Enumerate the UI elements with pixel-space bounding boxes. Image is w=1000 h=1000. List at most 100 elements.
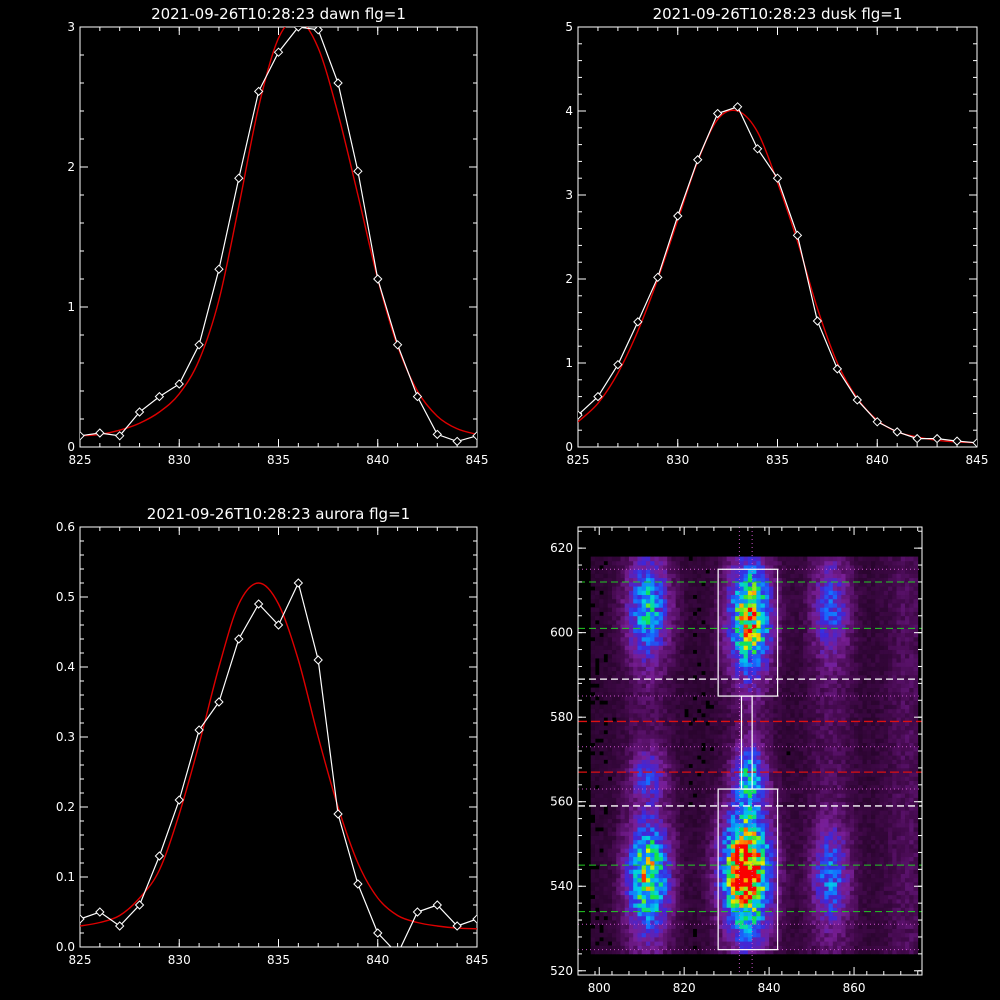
heatmap-cell bbox=[620, 869, 626, 874]
heatmap-cell bbox=[718, 860, 723, 866]
heatmap-cell bbox=[658, 751, 664, 756]
heatmap-cell bbox=[726, 941, 732, 946]
heatmap-cell bbox=[696, 581, 702, 587]
heatmap-cell bbox=[637, 632, 643, 638]
heatmap-cell bbox=[594, 818, 600, 824]
heatmap-cell bbox=[769, 674, 774, 680]
heatmap-cell bbox=[688, 658, 694, 663]
heatmap-cell bbox=[645, 936, 651, 942]
heatmap-cell bbox=[641, 658, 647, 663]
heatmap-cell bbox=[760, 945, 766, 951]
heatmap-cell bbox=[794, 577, 800, 583]
heatmap-cell bbox=[747, 636, 753, 642]
heatmap-cell bbox=[688, 869, 694, 874]
heatmap-cell bbox=[662, 924, 668, 929]
heatmap-cell bbox=[773, 839, 779, 845]
heatmap-cell bbox=[684, 772, 689, 777]
heatmap-cell bbox=[684, 670, 689, 676]
heatmap-cell bbox=[722, 848, 728, 853]
heatmap-cell bbox=[645, 877, 651, 883]
heatmap-cell bbox=[790, 869, 795, 874]
heatmap-cell bbox=[641, 801, 647, 807]
chart-title: 2021-09-26T10:28:23 aurora flg=1 bbox=[147, 505, 410, 523]
heatmap-cell bbox=[722, 632, 728, 638]
heatmap-cell bbox=[679, 632, 685, 638]
heatmap-cell bbox=[616, 805, 621, 811]
heatmap-cell bbox=[624, 742, 630, 748]
heatmap-cell bbox=[739, 691, 745, 697]
heatmap-cell bbox=[599, 603, 604, 608]
heatmap-cell bbox=[718, 882, 723, 887]
heatmap-cell bbox=[773, 865, 779, 870]
heatmap-cell bbox=[756, 624, 762, 629]
heatmap-cell bbox=[607, 882, 613, 887]
heatmap-cell bbox=[752, 759, 757, 765]
heatmap-cell bbox=[794, 615, 800, 621]
heatmap-cell bbox=[637, 848, 643, 853]
heatmap-cell bbox=[773, 742, 779, 748]
heatmap-cell bbox=[722, 704, 728, 710]
heatmap-cell bbox=[760, 936, 766, 942]
heatmap-cell bbox=[696, 873, 702, 879]
heatmap-cell bbox=[628, 619, 634, 625]
heatmap-cell bbox=[650, 920, 655, 925]
heatmap-cell bbox=[641, 920, 647, 925]
heatmap-cell bbox=[633, 691, 638, 697]
heatmap-cell bbox=[752, 755, 757, 760]
heatmap-cell bbox=[764, 882, 770, 887]
heatmap-cell bbox=[590, 670, 596, 676]
heatmap-cell bbox=[675, 810, 681, 815]
heatmap-cell bbox=[735, 619, 740, 625]
heatmap-cell bbox=[760, 924, 766, 929]
heatmap-cell bbox=[764, 856, 770, 862]
heatmap-cell bbox=[671, 662, 677, 667]
heatmap-cell bbox=[790, 810, 795, 815]
heatmap-cell bbox=[607, 704, 613, 710]
heatmap-cell bbox=[650, 856, 655, 862]
heatmap-cell bbox=[662, 763, 668, 769]
heatmap-cell bbox=[773, 751, 779, 756]
heatmap-cell bbox=[786, 886, 791, 891]
heatmap-cell bbox=[620, 641, 626, 646]
heatmap-cell bbox=[671, 717, 677, 722]
heatmap-cell bbox=[786, 852, 791, 858]
heatmap-cell bbox=[654, 818, 660, 824]
heatmap-cell bbox=[747, 590, 753, 596]
heatmap-cell bbox=[794, 738, 800, 743]
heatmap-cell bbox=[705, 860, 711, 866]
heatmap-cell bbox=[756, 915, 762, 921]
heatmap-cell bbox=[662, 886, 668, 891]
heatmap-cell bbox=[709, 911, 715, 917]
heatmap-cell bbox=[637, 882, 643, 887]
heatmap-cell bbox=[794, 628, 800, 634]
heatmap-cell bbox=[739, 581, 745, 587]
heatmap-cell bbox=[616, 700, 621, 705]
heatmap-cell bbox=[743, 915, 749, 921]
heatmap-cell bbox=[790, 877, 795, 883]
heatmap-cell bbox=[671, 624, 677, 629]
heatmap-cell bbox=[705, 666, 711, 672]
heatmap-cell bbox=[786, 898, 791, 904]
heatmap-cell bbox=[599, 725, 604, 731]
heatmap-cell bbox=[662, 843, 668, 849]
heatmap-cell bbox=[688, 898, 694, 904]
heatmap-cell bbox=[786, 882, 791, 887]
heatmap-cell bbox=[679, 877, 685, 883]
heatmap-cell bbox=[658, 843, 664, 849]
heatmap-cell bbox=[679, 708, 685, 714]
heatmap-cell bbox=[641, 780, 647, 786]
heatmap-cell bbox=[781, 755, 787, 760]
heatmap-cell bbox=[594, 772, 600, 777]
heatmap-cell bbox=[628, 759, 634, 765]
heatmap-cell bbox=[773, 856, 779, 862]
heatmap-cell bbox=[760, 772, 766, 777]
heatmap-cell bbox=[599, 882, 604, 887]
heatmap-cell bbox=[764, 784, 770, 790]
heatmap-cell bbox=[760, 869, 766, 874]
heatmap-cell bbox=[654, 920, 660, 925]
heatmap-cell bbox=[756, 810, 762, 815]
heatmap-cell bbox=[590, 869, 596, 874]
heatmap-cell bbox=[616, 835, 621, 841]
heatmap-cell bbox=[603, 869, 609, 874]
heatmap-cell bbox=[739, 586, 745, 591]
